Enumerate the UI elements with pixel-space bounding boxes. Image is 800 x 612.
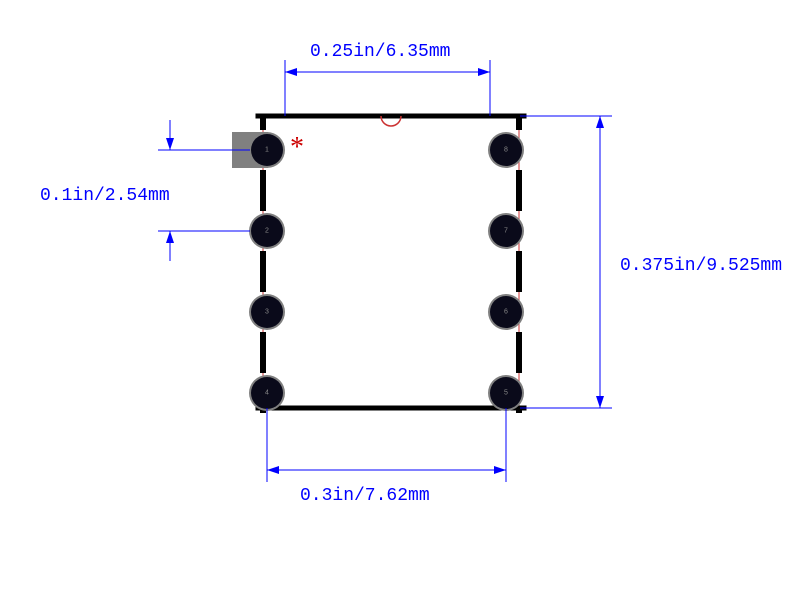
pin-label: 8 — [504, 147, 508, 154]
dim-bottom-label: 0.3in/7.62mm — [300, 486, 430, 506]
pin-label: 5 — [504, 390, 508, 397]
dim-left-label: 0.1in/2.54mm — [40, 186, 170, 206]
pin1-marker: * — [290, 132, 304, 163]
pin-label: 7 — [504, 228, 508, 235]
pin-label: 6 — [504, 309, 508, 316]
pin-label: 2 — [265, 228, 269, 235]
pin-label: 3 — [265, 309, 269, 316]
pin-label: 4 — [265, 390, 269, 397]
pin-label: 1 — [265, 147, 269, 154]
dim-top-label: 0.25in/6.35mm — [310, 42, 450, 62]
dim-right-label: 0.375in/9.525mm — [620, 256, 782, 276]
